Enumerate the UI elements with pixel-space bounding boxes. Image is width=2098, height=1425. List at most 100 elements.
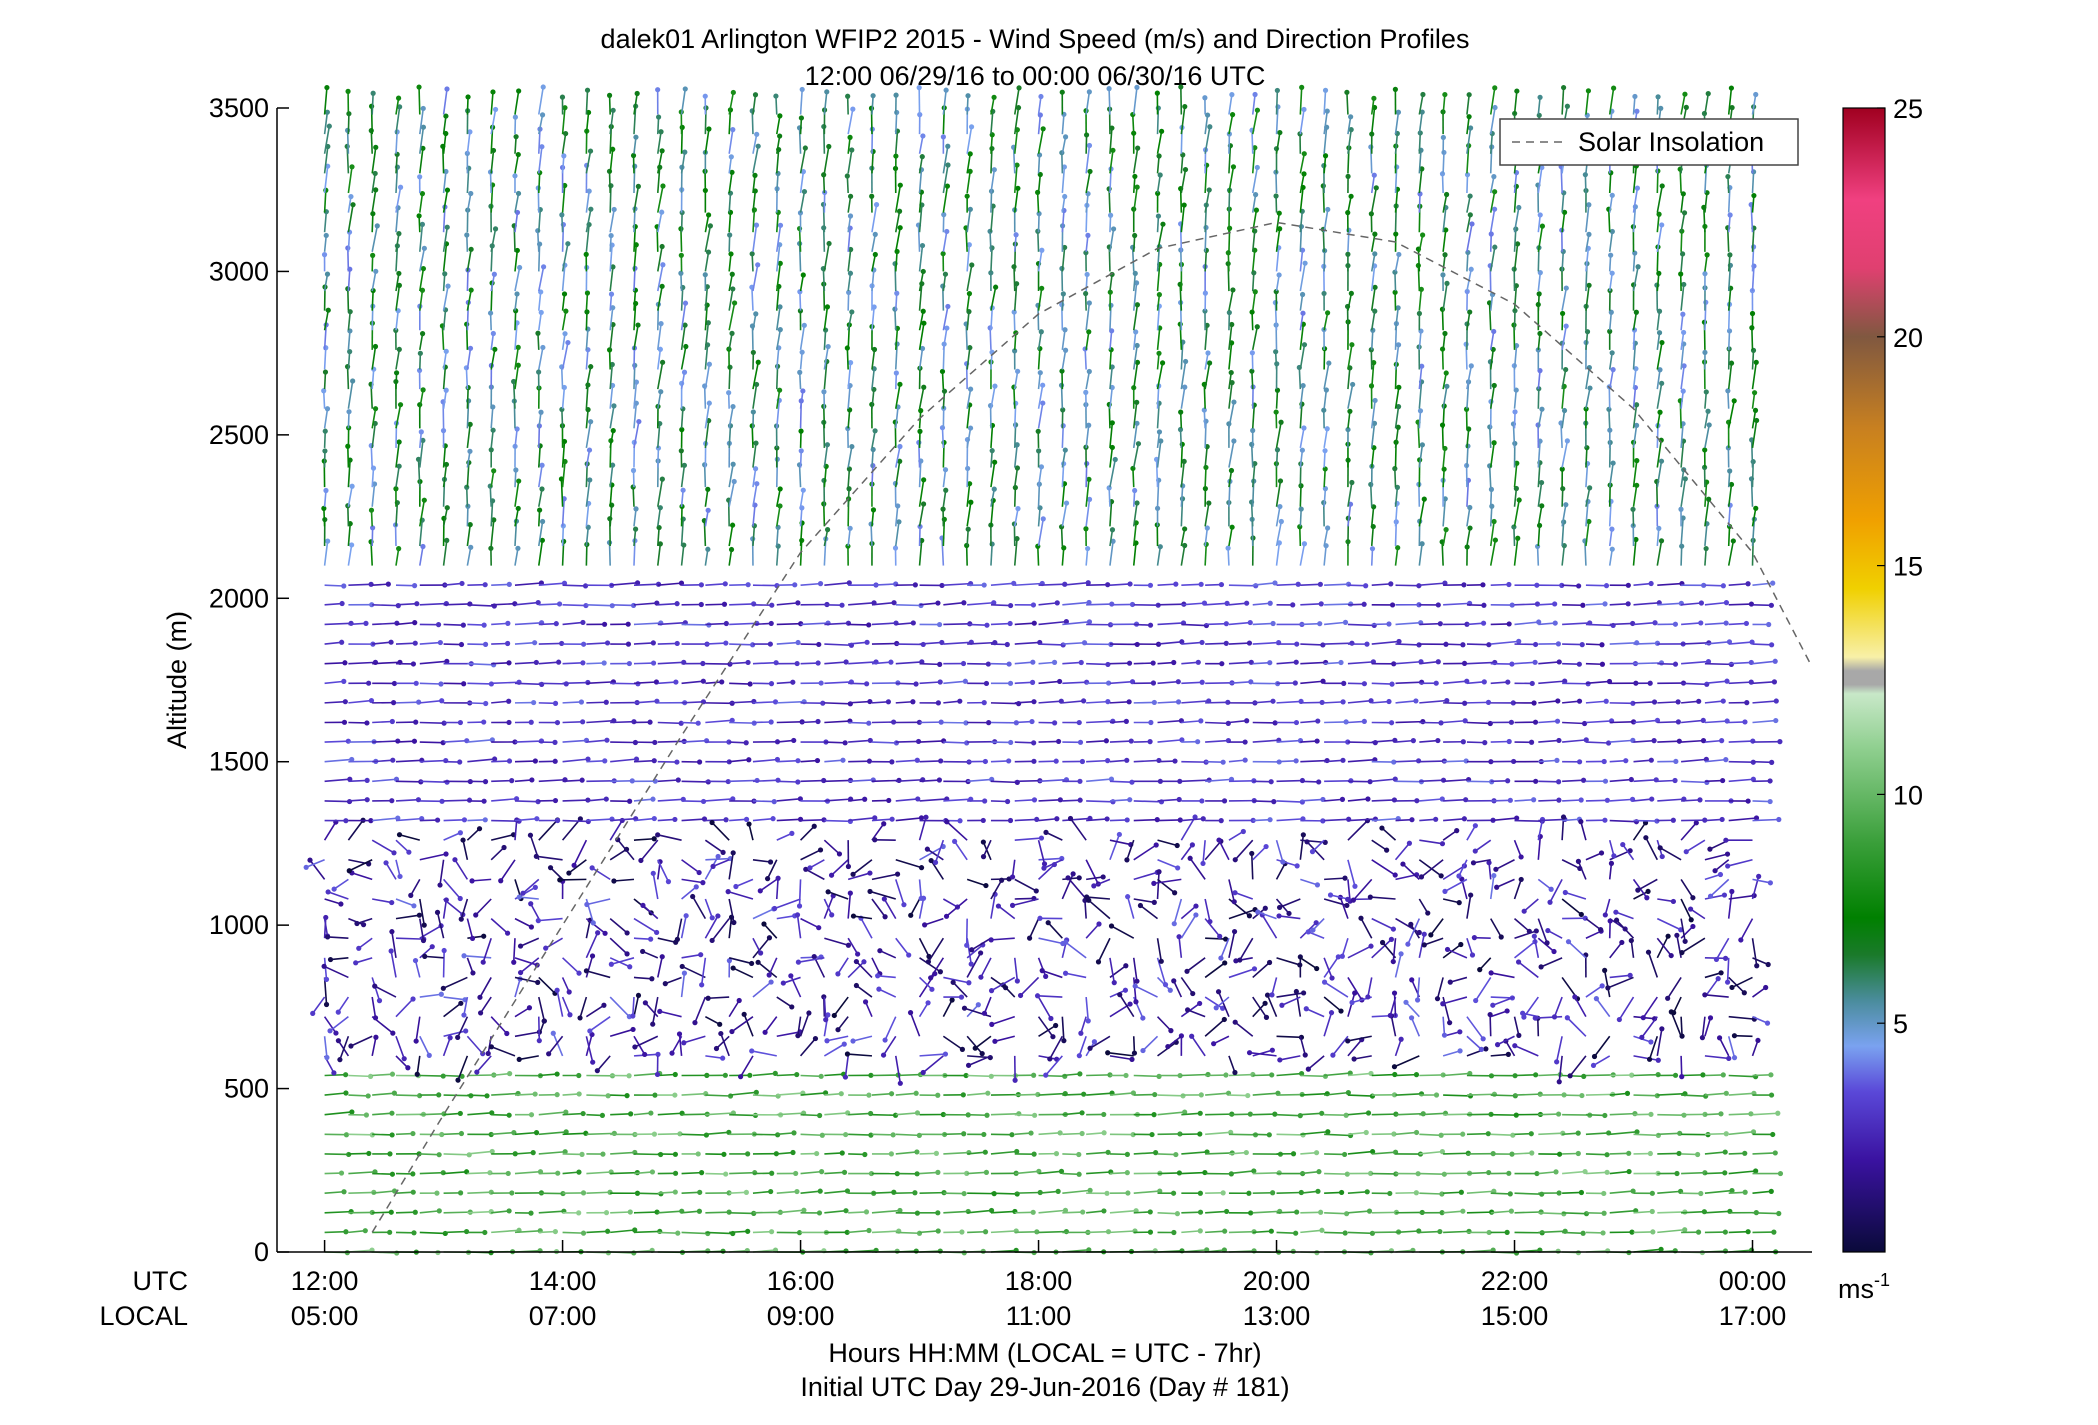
wind-barb-head — [324, 84, 330, 91]
wind-barb-shaft — [1157, 701, 1179, 704]
wind-barb-shaft — [395, 937, 424, 940]
wind-barb-head — [726, 1190, 732, 1196]
wind-barb-head — [777, 503, 783, 509]
wind-barb-shaft — [514, 212, 519, 233]
wind-barb-head — [935, 700, 941, 706]
wind-barb-head — [1270, 698, 1276, 704]
wind-barb-shaft — [1037, 154, 1041, 174]
wind-barb-head — [374, 223, 380, 229]
wind-barb-head — [393, 370, 400, 376]
wind-barb-head — [758, 950, 764, 956]
wind-barb-shaft — [729, 700, 754, 704]
wind-barb-head — [528, 719, 534, 725]
wind-barb-shaft — [356, 917, 373, 925]
wind-barb-head — [412, 957, 419, 964]
wind-barb-shaft — [846, 175, 849, 194]
wind-barb-head — [815, 718, 821, 725]
wind-barb-shaft — [419, 500, 426, 527]
wind-barb-head — [917, 523, 923, 530]
wind-barb-shaft — [1093, 878, 1111, 887]
wind-barb-head — [729, 330, 735, 336]
wind-barb-shaft — [966, 388, 972, 409]
wind-barb-head — [1040, 382, 1046, 388]
wind-barb-head — [1054, 816, 1060, 822]
wind-barb-head — [821, 389, 827, 395]
wind-barb-head — [1062, 970, 1069, 976]
wind-barb-head — [541, 1018, 547, 1024]
wind-barb-head — [939, 425, 946, 431]
wind-barb-shaft — [333, 878, 349, 890]
wind-barb-shaft — [657, 1132, 680, 1136]
wind-barb-shaft — [752, 800, 775, 803]
wind-barb-shaft — [442, 390, 448, 409]
wind-barb-shaft — [739, 1055, 754, 1078]
wind-barb-head — [1037, 370, 1043, 376]
wind-barb-shaft — [1086, 583, 1108, 587]
wind-barb-head — [1278, 419, 1284, 425]
wind-barb-shaft — [1181, 623, 1207, 627]
wind-barb-shaft — [823, 839, 840, 855]
wind-barb-head — [1301, 171, 1307, 177]
wind-barb-shaft — [1061, 114, 1065, 135]
wind-barb-shaft — [967, 1074, 992, 1078]
wind-barb-head — [434, 909, 441, 915]
wind-barb-head — [963, 1072, 969, 1079]
wind-barb-shaft — [752, 209, 756, 233]
wind-barb-head — [755, 359, 761, 365]
wind-barb-head — [482, 641, 489, 647]
wind-barb-shaft — [562, 604, 586, 607]
wind-barb-shaft — [1157, 1153, 1176, 1156]
wind-barb-head — [362, 1228, 368, 1234]
wind-barb-head — [437, 639, 443, 646]
wind-barb-shaft — [681, 1171, 702, 1175]
wind-barb-head — [555, 1170, 561, 1176]
wind-barb-head — [390, 1030, 396, 1036]
wind-barb-shaft — [1014, 1132, 1032, 1136]
wind-barb-shaft — [919, 681, 941, 685]
wind-barb-head — [968, 124, 975, 130]
wind-barb-shaft — [613, 878, 635, 882]
wind-barb-head — [1280, 859, 1286, 865]
wind-barb-shaft — [372, 1172, 393, 1176]
wind-barb-shaft — [1205, 721, 1229, 725]
wind-barb-head — [729, 717, 735, 723]
wind-barb-head — [492, 756, 498, 762]
wind-barb-shaft — [894, 112, 898, 135]
wind-barb-head — [1047, 1056, 1053, 1062]
wind-barb-head — [1162, 982, 1169, 988]
wind-barb-head — [777, 387, 783, 393]
wind-barb-head — [795, 779, 801, 785]
wind-barb-shaft — [1228, 584, 1256, 587]
wind-barb-shaft — [676, 918, 683, 940]
wind-barb-shaft — [419, 759, 446, 763]
wind-barb-shaft — [878, 988, 897, 998]
wind-barb-shaft — [561, 409, 564, 429]
wind-barb-head — [339, 600, 345, 607]
wind-barb-head — [908, 912, 914, 918]
wind-barb-shaft — [980, 957, 992, 978]
wind-barb-shaft — [585, 463, 588, 488]
wind-barb-shaft — [824, 1190, 848, 1194]
wind-barb-head — [738, 1074, 744, 1080]
wind-barb-head — [831, 1012, 837, 1019]
wind-barb-shaft — [704, 403, 711, 429]
wind-barb-head — [458, 1190, 464, 1196]
wind-barb-head — [965, 1062, 972, 1068]
wind-barb-head — [325, 889, 331, 895]
wind-barb-head — [761, 921, 767, 927]
wind-barb-head — [1339, 1189, 1345, 1196]
wind-barb-head — [819, 1169, 825, 1175]
wind-barb-shaft — [1251, 312, 1254, 331]
wind-barb-shaft — [633, 186, 640, 213]
wind-barb-shaft — [560, 366, 564, 390]
wind-barb-head — [723, 640, 729, 646]
wind-barb-shaft — [1086, 739, 1107, 743]
wind-barb-shaft — [633, 303, 637, 331]
wind-barb-head — [1104, 816, 1110, 822]
wind-barb-head — [1031, 758, 1037, 764]
wind-barb-head — [938, 758, 944, 764]
wind-barb-head — [696, 759, 703, 765]
wind-barb-head — [1124, 757, 1130, 763]
wind-barb-shaft — [537, 129, 541, 154]
wind-barb-shaft — [651, 996, 659, 1025]
